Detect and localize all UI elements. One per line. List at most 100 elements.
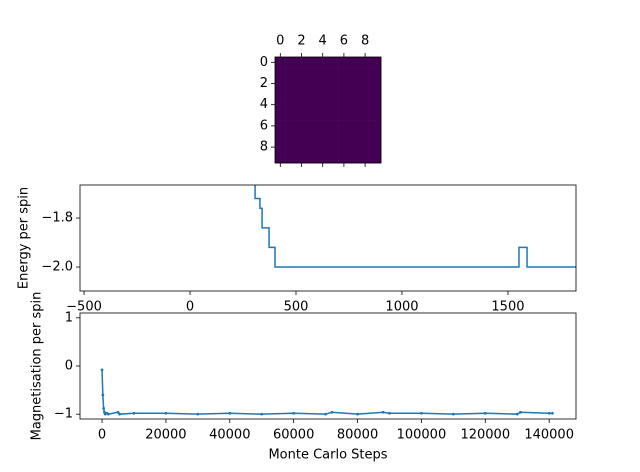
cell <box>370 141 382 153</box>
marker <box>107 412 110 416</box>
cell <box>359 57 371 68</box>
marker <box>102 407 106 410</box>
cell <box>296 120 308 132</box>
y-axis-label: Energy per spin <box>17 187 32 289</box>
cell <box>275 99 286 111</box>
x-tick-label: −500 <box>66 300 102 315</box>
x-tick-label: 8 <box>361 34 369 49</box>
cell <box>338 152 350 164</box>
cell <box>370 99 382 111</box>
cell <box>328 152 339 164</box>
cell <box>328 110 339 121</box>
cell <box>317 131 329 143</box>
y-tick-label: 2 <box>260 76 268 91</box>
marker <box>164 411 168 415</box>
cell <box>349 99 361 111</box>
cell <box>296 152 308 164</box>
cell <box>338 67 350 79</box>
cell <box>370 110 382 121</box>
marker <box>228 411 232 415</box>
x-tick-label: 140000 <box>524 428 574 443</box>
cell <box>370 131 382 143</box>
cell <box>370 88 382 100</box>
y-tick-label: 8 <box>260 140 268 155</box>
cell <box>359 131 371 143</box>
cell <box>275 120 286 132</box>
x-tick-label: 500 <box>284 300 309 315</box>
y-tick-label: 1 <box>65 310 73 325</box>
cell <box>317 78 329 90</box>
cell <box>275 141 286 153</box>
cell <box>359 110 371 121</box>
marker <box>547 411 551 415</box>
cell <box>359 78 371 90</box>
cell <box>328 88 339 100</box>
plot-area <box>254 185 576 268</box>
cell <box>317 67 329 79</box>
x-tick-label: 4 <box>319 34 327 49</box>
cell <box>275 57 286 68</box>
x-tick-label: 100000 <box>397 428 447 443</box>
x-tick-label: 6 <box>340 34 348 49</box>
marker <box>196 412 200 416</box>
cell <box>359 141 371 153</box>
marker <box>101 393 105 397</box>
cell <box>296 67 308 79</box>
cell <box>338 57 350 68</box>
cell <box>296 57 308 68</box>
marker <box>330 410 334 414</box>
y-tick-label: 6 <box>260 118 268 133</box>
cell <box>349 131 361 143</box>
cell <box>359 88 371 100</box>
cell <box>306 99 318 111</box>
cell <box>296 99 308 111</box>
x-tick-label: 40000 <box>209 428 250 443</box>
cell <box>285 57 297 68</box>
cell <box>317 57 329 68</box>
cell <box>296 110 308 121</box>
x-tick-label: 0 <box>276 34 284 49</box>
cell <box>306 110 318 121</box>
marker <box>388 411 391 415</box>
cell <box>349 57 361 68</box>
cell <box>349 110 361 121</box>
y-tick-label: 4 <box>260 97 268 112</box>
marker <box>324 412 328 416</box>
cell <box>328 120 339 132</box>
cell <box>285 99 297 111</box>
cell <box>338 131 350 143</box>
cell <box>285 141 297 153</box>
cell <box>306 152 318 164</box>
x-tick-label: 1000 <box>385 300 418 315</box>
cell <box>285 67 297 79</box>
cell <box>275 67 286 79</box>
cell <box>338 99 350 111</box>
cell <box>370 67 382 79</box>
x-tick-label: 60000 <box>273 428 314 443</box>
cell <box>275 88 286 100</box>
cell <box>338 110 350 121</box>
axes-frame <box>79 184 577 292</box>
cell <box>359 99 371 111</box>
cell <box>317 152 329 164</box>
marker <box>292 411 296 415</box>
y-axis-label: Magnetisation per spin <box>30 292 45 441</box>
marker <box>118 412 122 416</box>
marker <box>550 411 554 415</box>
series-line <box>254 185 576 268</box>
cell <box>275 152 286 164</box>
cell <box>338 141 350 153</box>
marker <box>451 412 455 416</box>
x-tick-label: 20000 <box>145 428 186 443</box>
axes-frame <box>274 56 382 164</box>
marker <box>515 412 519 416</box>
x-axis-label: Monte Carlo Steps <box>268 448 387 463</box>
x-tick-label: 0 <box>186 300 194 315</box>
cell <box>317 141 329 153</box>
marker <box>519 410 522 414</box>
cell <box>359 120 371 132</box>
cell <box>306 120 318 132</box>
y-tick-label: −1.8 <box>41 211 73 226</box>
cell <box>338 88 350 100</box>
cell <box>370 57 382 68</box>
